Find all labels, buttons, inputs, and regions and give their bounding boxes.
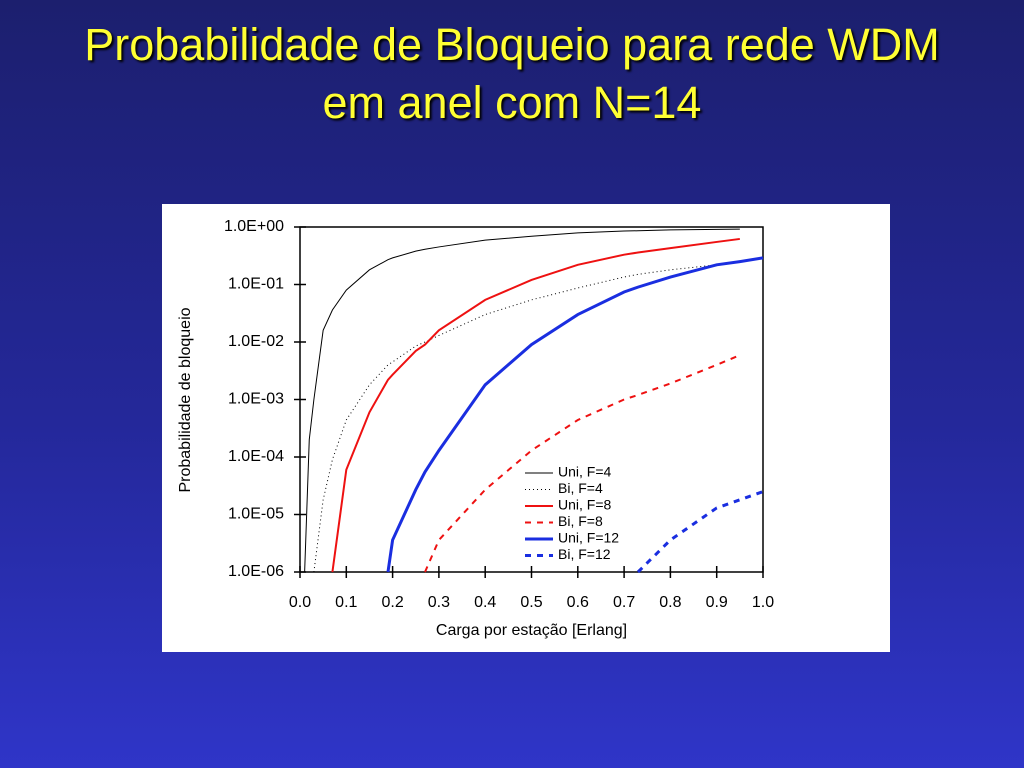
x-tick-label: 0.2 [381, 594, 403, 611]
plot-frame [299, 226, 764, 573]
series-line [424, 354, 741, 573]
legend-label: Bi, F=12 [558, 546, 611, 562]
legend-label: Uni, F=8 [558, 497, 612, 513]
y-axis-label: Probabilidade de bloqueio [177, 307, 194, 492]
legend-label: Uni, F=12 [558, 530, 619, 546]
series-line [636, 490, 764, 574]
x-axis-label: Carga por estação [Erlang] [436, 622, 627, 639]
series-line [304, 228, 740, 573]
legend-label: Uni, F=4 [558, 464, 612, 480]
x-tick-label: 0.0 [289, 594, 311, 611]
legend-label: Bi, F=8 [558, 513, 603, 529]
slide-title: Probabilidade de Bloqueio para rede WDM … [84, 19, 940, 128]
x-tick-label: 0.9 [706, 594, 728, 611]
x-tick-label: 0.7 [613, 594, 635, 611]
x-tick-label: 0.1 [335, 594, 357, 611]
legend-label: Bi, F=4 [558, 480, 603, 496]
y-tick-label: 1.0E-05 [228, 506, 284, 523]
y-tick-label: 1.0E+00 [224, 218, 284, 235]
y-tick-label: 1.0E-03 [228, 391, 284, 408]
y-tick-label: 1.0E-06 [228, 563, 284, 580]
y-tick-label: 1.0E-02 [228, 333, 284, 350]
x-tick-label: 0.4 [474, 594, 496, 611]
chart: Carga por estação [Erlang] Probabilidade… [162, 204, 890, 652]
x-tick-label: 1.0 [752, 594, 774, 611]
series-line [386, 256, 764, 573]
x-tick-label: 0.5 [520, 594, 542, 611]
series-line [313, 261, 740, 573]
y-tick-label: 1.0E-04 [228, 448, 284, 465]
y-tick-label: 1.0E-01 [228, 276, 284, 293]
x-tick-label: 0.8 [659, 594, 681, 611]
x-tick-label: 0.6 [567, 594, 589, 611]
series-line [331, 237, 740, 573]
x-tick-label: 0.3 [428, 594, 450, 611]
